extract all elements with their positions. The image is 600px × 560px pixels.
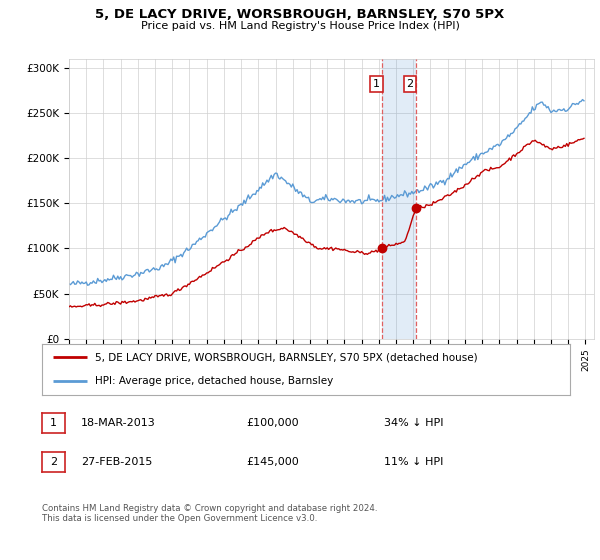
Text: 11% ↓ HPI: 11% ↓ HPI [384,457,443,467]
Text: 5, DE LACY DRIVE, WORSBROUGH, BARNSLEY, S70 5PX: 5, DE LACY DRIVE, WORSBROUGH, BARNSLEY, … [95,8,505,21]
Text: 27-FEB-2015: 27-FEB-2015 [81,457,152,467]
Text: 2: 2 [406,79,413,89]
Text: HPI: Average price, detached house, Barnsley: HPI: Average price, detached house, Barn… [95,376,333,386]
Text: Price paid vs. HM Land Registry's House Price Index (HPI): Price paid vs. HM Land Registry's House … [140,21,460,31]
Text: £100,000: £100,000 [246,418,299,428]
Text: £145,000: £145,000 [246,457,299,467]
Text: 1: 1 [50,418,57,428]
Text: 5, DE LACY DRIVE, WORSBROUGH, BARNSLEY, S70 5PX (detached house): 5, DE LACY DRIVE, WORSBROUGH, BARNSLEY, … [95,352,478,362]
Bar [382,59,416,339]
Text: 18-MAR-2013: 18-MAR-2013 [81,418,156,428]
Text: Contains HM Land Registry data © Crown copyright and database right 2024.
This d: Contains HM Land Registry data © Crown c… [42,504,377,524]
Text: 1: 1 [373,79,380,89]
Text: 34% ↓ HPI: 34% ↓ HPI [384,418,443,428]
Text: 2: 2 [50,457,57,467]
